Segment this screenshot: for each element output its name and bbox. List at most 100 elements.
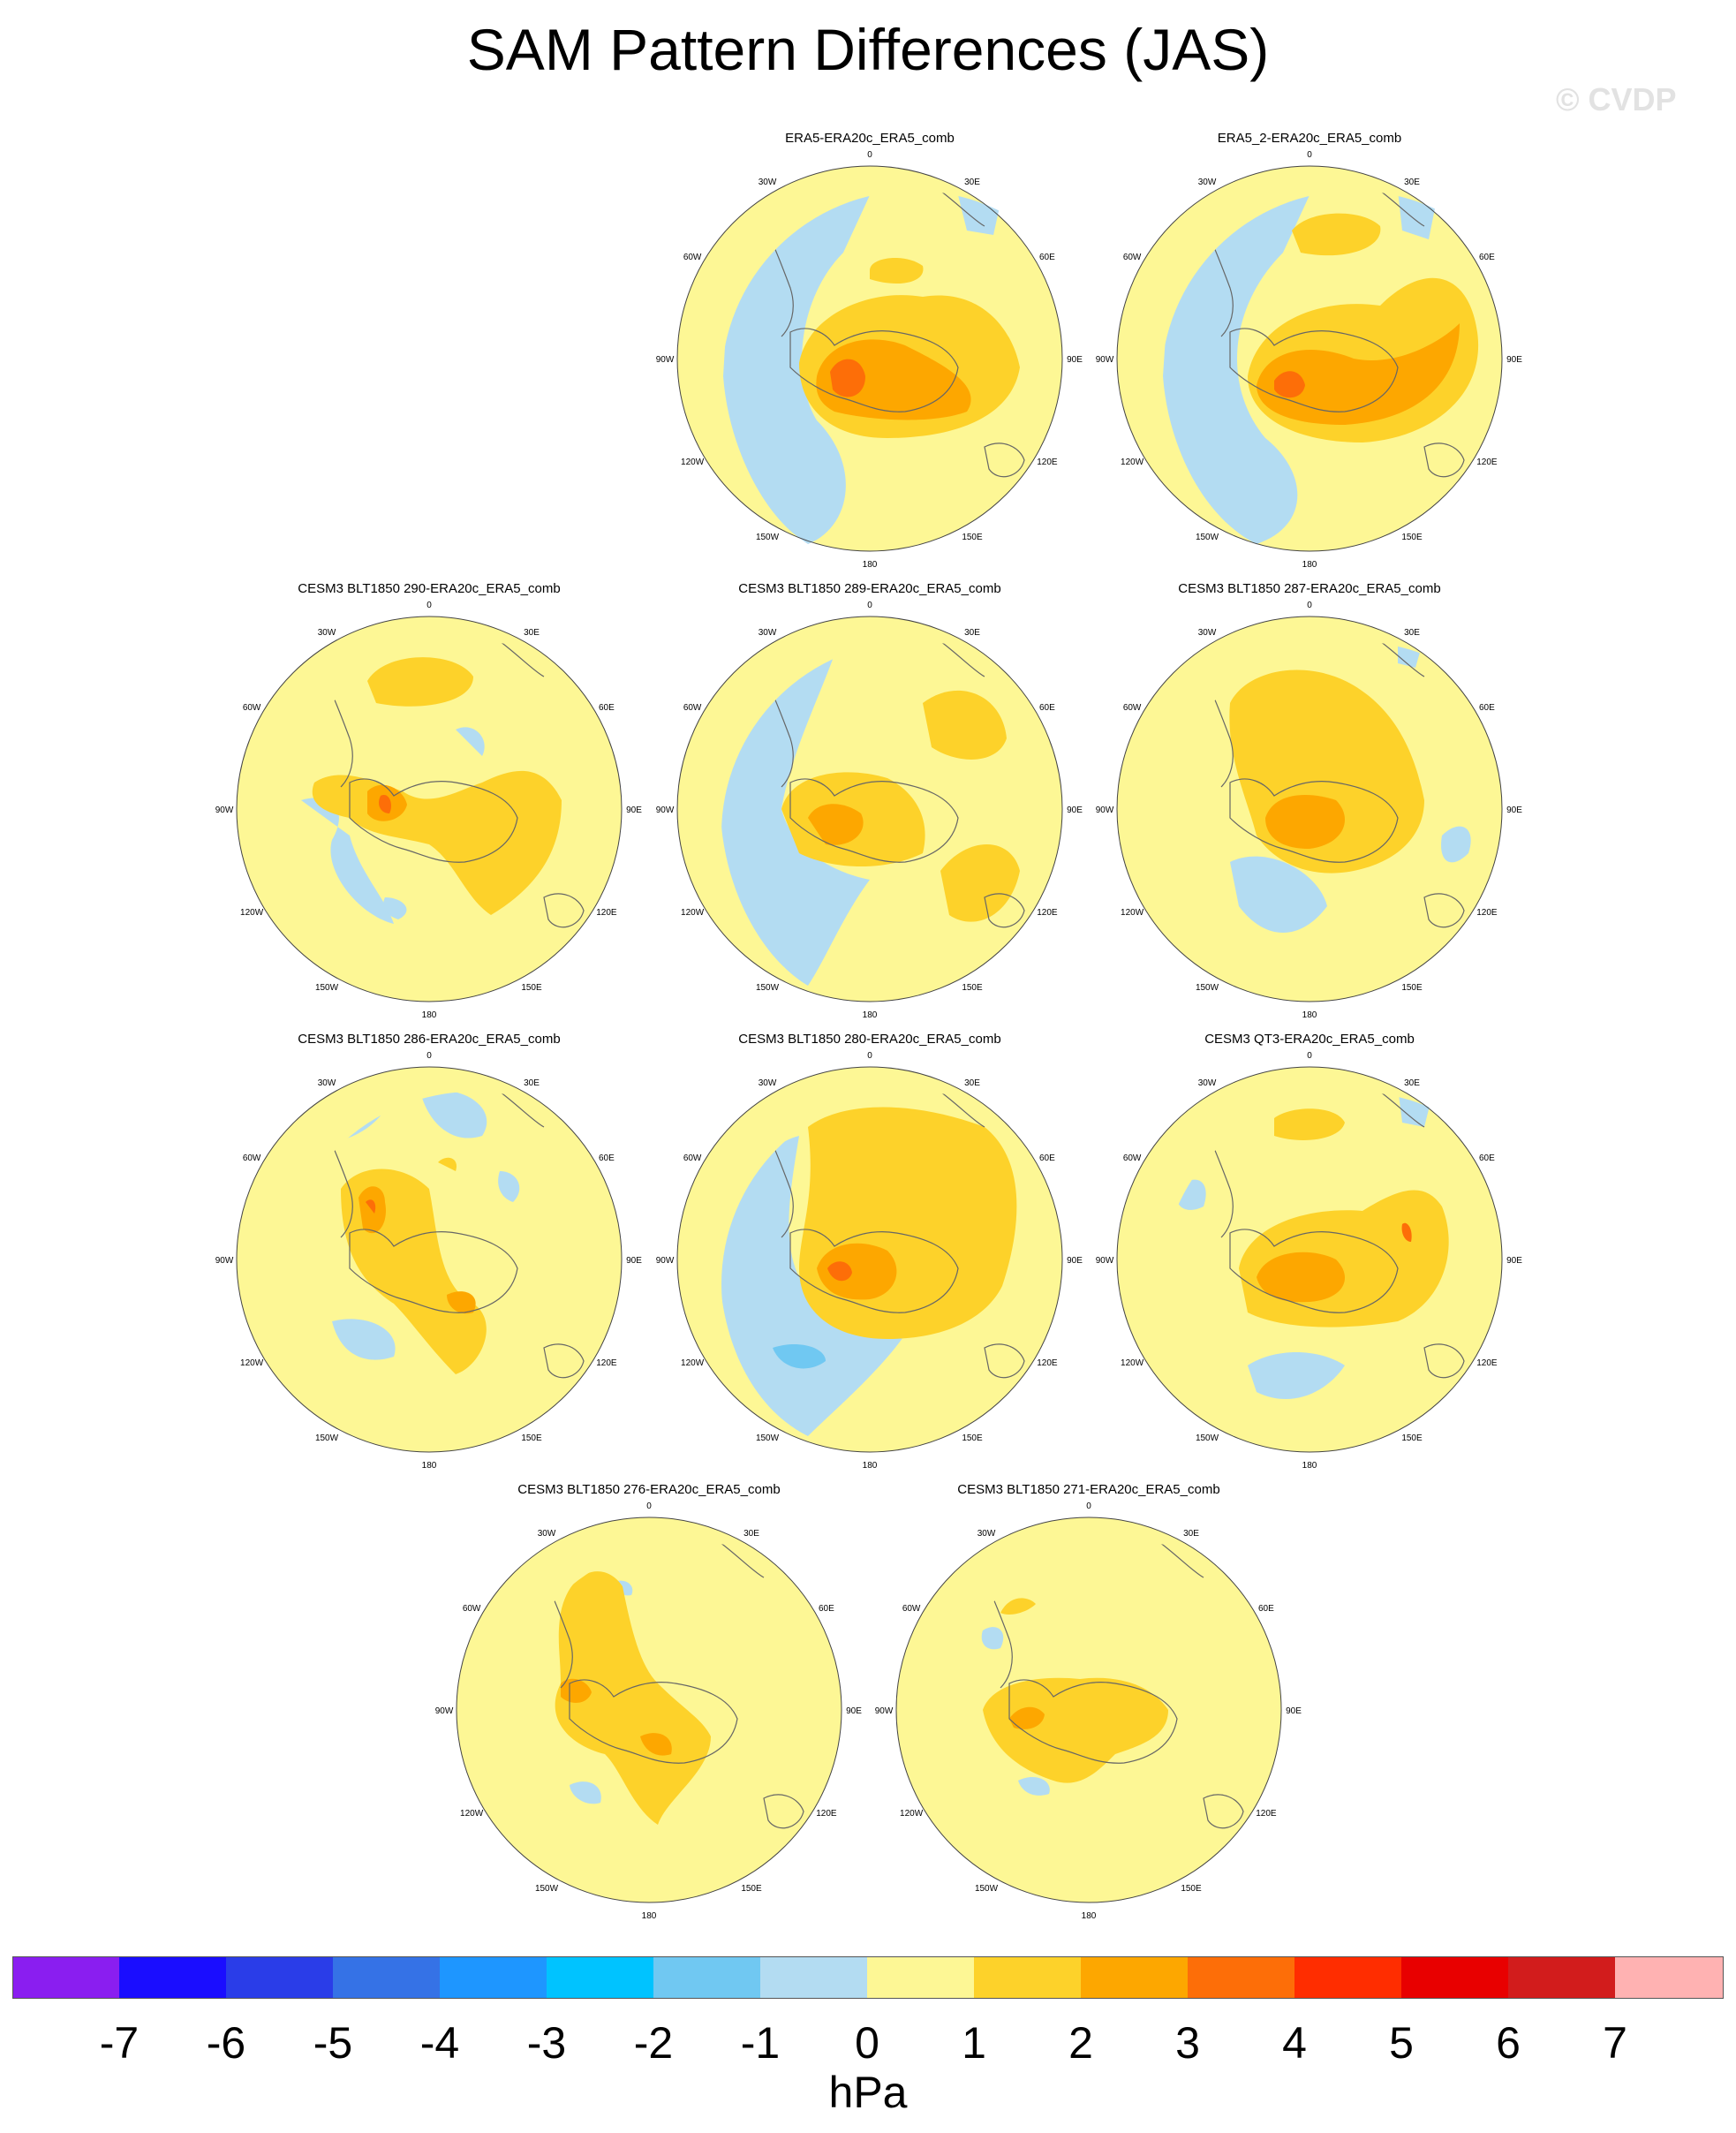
longitude-label: 90W xyxy=(1096,1256,1114,1266)
colorbar-segment xyxy=(1081,1956,1189,1999)
polar-map: 0 30E 60E 90E 120E 150E 180 150W 120W 90W 60W 30W xyxy=(1096,1051,1523,1471)
longitude-label: 120W xyxy=(1121,1358,1144,1368)
longitude-label: 90W xyxy=(1096,355,1114,365)
africa-coastline xyxy=(719,1542,765,1578)
map-panel: CESM3 BLT1850 290-ERA20c_ERA5_comb 0 30E 60… xyxy=(208,581,650,1023)
colorbar-frame xyxy=(12,1956,1724,1999)
antarctica-coastline xyxy=(1229,778,1399,863)
longitude-label: 180 xyxy=(422,1461,437,1471)
longitude-label: 0 xyxy=(1086,1501,1091,1511)
longitude-label: 150E xyxy=(1401,1433,1423,1443)
longitude-label: 120E xyxy=(596,1358,617,1368)
longitude-label: 90W xyxy=(1096,806,1114,815)
anomaly-contour-plus3 xyxy=(827,1261,852,1282)
longitude-label: 120E xyxy=(1256,1809,1277,1819)
longitude-label: 120E xyxy=(1476,458,1498,467)
africa-coastline xyxy=(940,1092,985,1128)
africa-coastline xyxy=(499,641,545,677)
anomaly-contour-negative-light xyxy=(570,1781,601,1804)
longitude-label: 150E xyxy=(521,1433,542,1443)
colorbar-tick-label: -4 xyxy=(419,2018,460,2068)
longitude-label: 60E xyxy=(1479,253,1495,262)
watermark: © CVDP xyxy=(1556,81,1677,117)
map-panel: ERA5_2-ERA20c_ERA5_comb 0 30E 60E 90E 120E 150… xyxy=(1089,131,1530,572)
longitude-label: 30E xyxy=(743,1529,759,1539)
africa-coastline xyxy=(1379,191,1425,227)
map-border xyxy=(676,616,1063,1002)
longitude-label: 180 xyxy=(1302,560,1317,570)
anomaly-contour-plus1 xyxy=(1000,1598,1036,1615)
longitude-label: 30E xyxy=(964,178,980,187)
panel-title: CESM3 BLT1850 289-ERA20c_ERA5_comb xyxy=(738,581,1001,596)
longitude-label: 30W xyxy=(318,628,336,638)
map-border xyxy=(456,1517,842,1903)
antarctica-coastline xyxy=(1229,328,1399,412)
longitude-label: 60E xyxy=(1039,703,1055,713)
longitude-label: 30E xyxy=(1183,1529,1199,1539)
longitude-label: 150E xyxy=(1401,533,1423,542)
australia-coastline xyxy=(1423,893,1465,928)
longitude-label: 150W xyxy=(1196,983,1219,993)
longitude-label: 30W xyxy=(759,178,777,187)
longitude-label: 0 xyxy=(867,1051,872,1061)
longitude-label: 120W xyxy=(681,908,705,918)
longitude-label: 30E xyxy=(1404,178,1420,187)
anomaly-contour-negative-light xyxy=(332,1319,396,1360)
australia-coastline xyxy=(543,893,585,928)
longitude-label: 30E xyxy=(1404,628,1420,638)
colorbar-tick-label: -5 xyxy=(313,2018,353,2068)
map-panel: CESM3 BLT1850 286-ERA20c_ERA5_comb 0 30E 60… xyxy=(208,1032,650,1473)
australia-coastline xyxy=(543,1343,585,1379)
longitude-label: 60W xyxy=(1123,1153,1142,1163)
longitude-label: 150W xyxy=(1196,533,1219,542)
longitude-label: 120E xyxy=(1037,1358,1058,1368)
longitude-label: 60E xyxy=(1479,703,1495,713)
anomaly-contour-plus1 xyxy=(870,257,924,284)
panel-title: CESM3 BLT1850 276-ERA20c_ERA5_comb xyxy=(517,1482,781,1497)
longitude-label: 90E xyxy=(846,1706,862,1716)
longitude-label: 150E xyxy=(741,1884,762,1894)
longitude-label: 30W xyxy=(977,1529,996,1539)
longitude-label: 60E xyxy=(599,1153,615,1163)
anomaly-contour-negative-light xyxy=(981,1627,1004,1650)
anomaly-contour-negative-light xyxy=(1018,1776,1050,1796)
panel-title: ERA5_2-ERA20c_ERA5_comb xyxy=(1217,131,1402,146)
longitude-label: 60W xyxy=(463,1604,481,1614)
antarctica-coastline xyxy=(349,778,518,863)
longitude-label: 60W xyxy=(683,1153,702,1163)
map-panel: CESM3 BLT1850 289-ERA20c_ERA5_comb 0 30E 60… xyxy=(649,581,1091,1023)
longitude-label: 150W xyxy=(1196,1433,1219,1443)
anomaly-contour-negative-light xyxy=(721,1136,914,1436)
anomaly-contour-plus1 xyxy=(1274,1108,1345,1140)
map-border xyxy=(895,1517,1282,1903)
longitude-label: 90W xyxy=(435,1706,454,1716)
australia-coastline xyxy=(984,1343,1025,1379)
colorbar-tick-label: -2 xyxy=(633,2018,674,2068)
colorbar-segment xyxy=(974,1956,1082,1999)
colorbar-tick-label: 5 xyxy=(1389,2018,1414,2068)
colorbar-tick-label: -6 xyxy=(206,2018,246,2068)
anomaly-contour-negative-light xyxy=(1163,193,1310,544)
anomaly-contour-negative-light xyxy=(1398,641,1424,668)
colorbar-segment xyxy=(12,1956,120,1999)
longitude-label: 30W xyxy=(1198,178,1217,187)
longitude-label: 90E xyxy=(1067,355,1083,365)
africa-coastline xyxy=(499,1092,545,1128)
map-panel: CESM3 BLT1850 287-ERA20c_ERA5_comb 0 30E 60… xyxy=(1089,581,1530,1023)
anomaly-contour-negative-light xyxy=(383,897,407,919)
antarctica-coastline xyxy=(789,1229,959,1313)
longitude-label: 60W xyxy=(243,1153,261,1163)
colorbar-tick-label: 3 xyxy=(1175,2018,1200,2068)
australia-coastline xyxy=(763,1794,804,1829)
longitude-label: 90W xyxy=(656,1256,675,1266)
longitude-label: 60E xyxy=(1258,1604,1274,1614)
longitude-label: 90E xyxy=(1286,1706,1302,1716)
australia-coastline xyxy=(1423,442,1465,478)
longitude-label: 150E xyxy=(1181,1884,1202,1894)
longitude-label: 60E xyxy=(1479,1153,1495,1163)
longitude-label: 30E xyxy=(524,1078,540,1088)
anomaly-contour-plus2 xyxy=(1009,1706,1045,1729)
map-panel: ERA5-ERA20c_ERA5_comb 0 30E 60E 90E 120E 150E 1… xyxy=(649,131,1091,572)
australia-coastline xyxy=(984,893,1025,928)
longitude-label: 120W xyxy=(681,458,705,467)
